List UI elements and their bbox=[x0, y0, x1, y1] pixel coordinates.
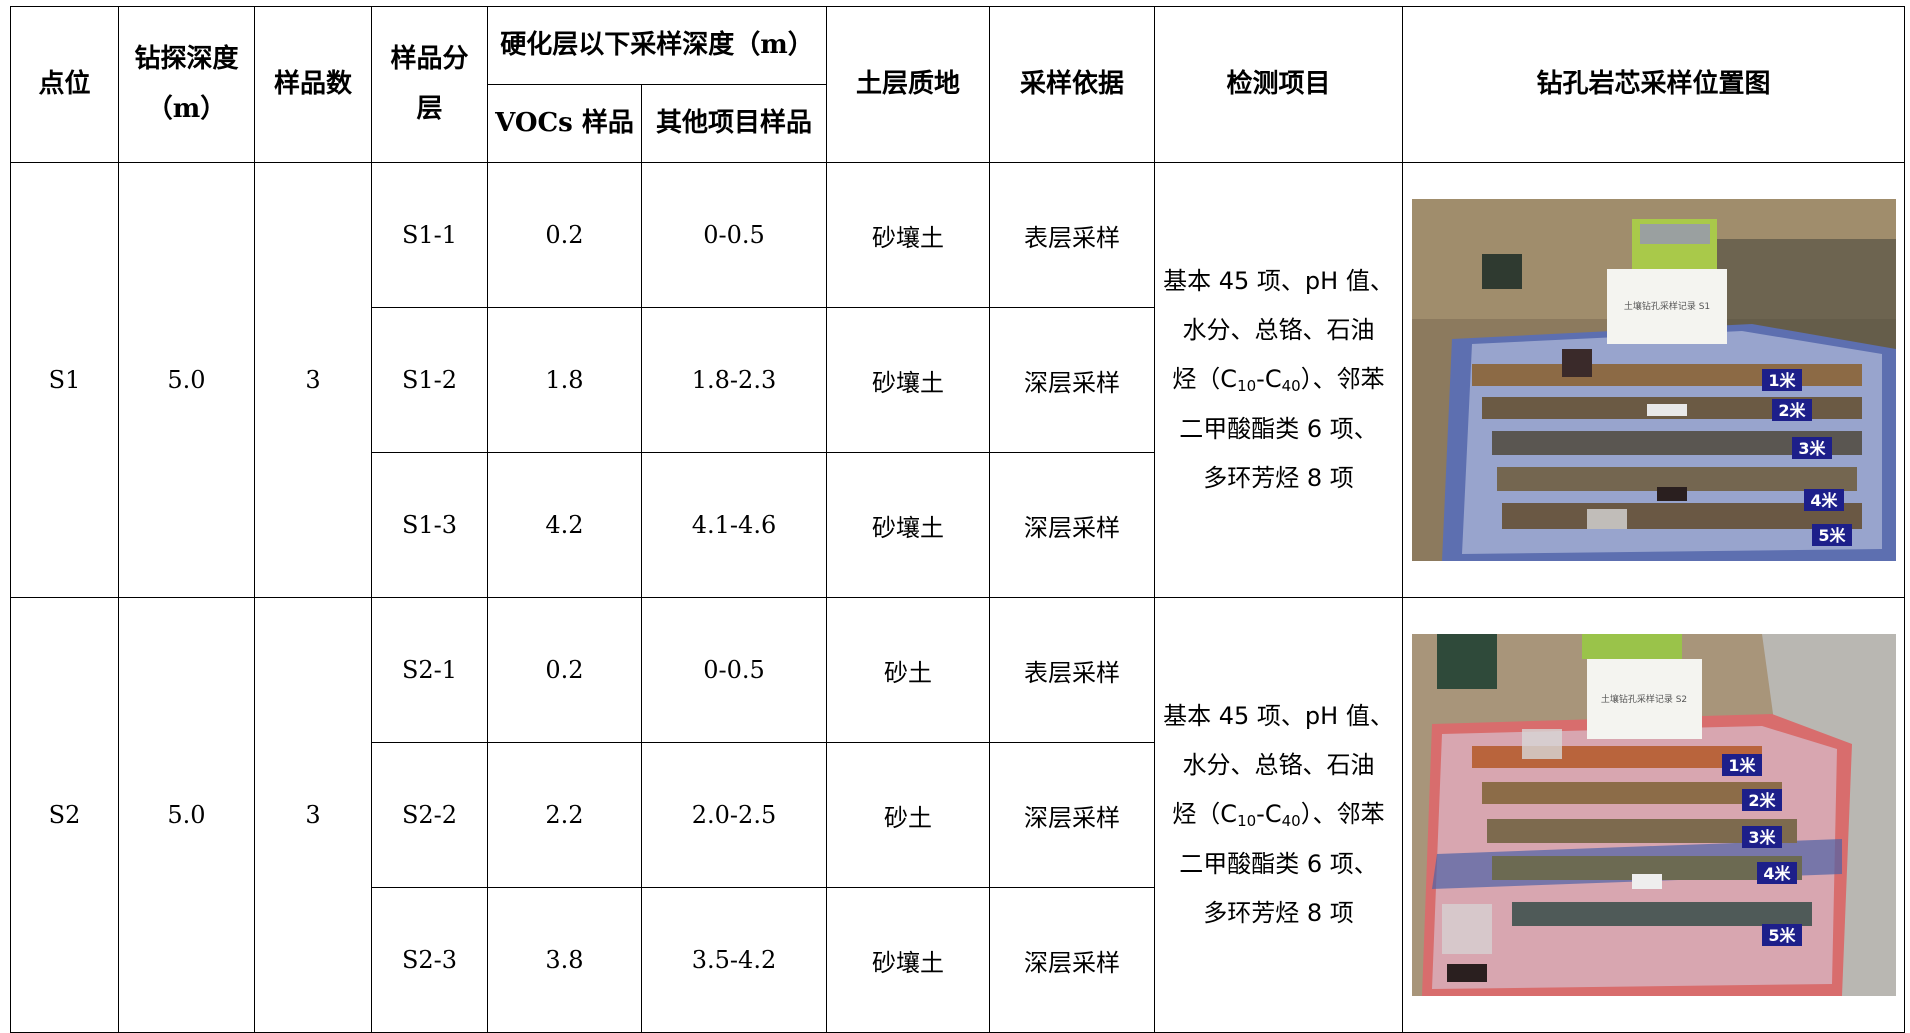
soil-texture-cell: 砂壤土 bbox=[826, 452, 990, 598]
header-core-photo: 钻孔岩芯采样位置图 bbox=[1402, 6, 1905, 163]
sample-count-cell: 3 bbox=[254, 162, 372, 598]
photo-board-text: 土壤钻孔采样记录 S1 bbox=[1623, 300, 1709, 312]
soil-texture-cell: 砂壤土 bbox=[826, 162, 990, 308]
vocs-depth-cell: 0.2 bbox=[487, 162, 642, 308]
header-other-sample: 其他项目样品 bbox=[641, 84, 827, 163]
core-photo-s1: 土壤钻孔采样记录 S1 1米 2米 3米 4米 5米 bbox=[1411, 199, 1896, 561]
photo-board-text: 土壤钻孔采样记录 S2 bbox=[1600, 693, 1686, 705]
sampling-table: 点位 钻探深度 （m） 样品数 样品分层 硬化层以下采样深度（m） 土层质地 采样… bbox=[10, 6, 1905, 1033]
depth-tag-4: 4米 bbox=[1810, 491, 1838, 510]
header-vocs-sample: VOCs 样品 bbox=[487, 84, 642, 163]
point-cell: S2 bbox=[10, 597, 119, 1033]
sample-id-cell: S2-3 bbox=[371, 887, 488, 1033]
other-depth-cell: 1.8-2.3 bbox=[641, 307, 827, 453]
core-photo-image: 土壤钻孔采样记录 S2 1米 2米 3米 4米 5米 bbox=[1411, 634, 1896, 996]
depth-tag-5: 5米 bbox=[1768, 926, 1796, 945]
depth-tag-2: 2米 bbox=[1748, 791, 1776, 810]
other-depth-cell: 0-0.5 bbox=[641, 162, 827, 308]
vocs-depth-cell: 4.2 bbox=[487, 452, 642, 598]
header-test-items: 检测项目 bbox=[1154, 6, 1403, 163]
sample-id-cell: S2-1 bbox=[371, 597, 488, 743]
table-row: S1 5.0 3 S1-1 0.2 0-0.5 砂壤土 表层采样 基本 45 项… bbox=[10, 162, 1905, 598]
sample-id-cell: S1-3 bbox=[371, 452, 488, 598]
soil-texture-cell: 砂土 bbox=[826, 742, 990, 888]
vocs-depth-cell: 0.2 bbox=[487, 597, 642, 743]
table-row: S1-3 4.2 4.1-4.6 砂壤土 深层采样 bbox=[11, 452, 1905, 598]
depth-tag-2: 2米 bbox=[1778, 401, 1806, 420]
sampling-basis-cell: 深层采样 bbox=[989, 452, 1155, 598]
drill-depth-cell: 5.0 bbox=[118, 162, 255, 598]
vocs-depth-cell: 2.2 bbox=[487, 742, 642, 888]
vocs-depth-cell: 1.8 bbox=[487, 307, 642, 453]
header-sampling-basis: 采样依据 bbox=[989, 6, 1155, 163]
depth-tag-1: 1米 bbox=[1728, 756, 1756, 775]
core-photo-image: 土壤钻孔采样记录 S1 1米 2米 3米 4米 5米 bbox=[1411, 199, 1896, 561]
sampling-basis-cell: 表层采样 bbox=[989, 162, 1155, 308]
header-sampling-depth: 硬化层以下采样深度（m） bbox=[487, 6, 827, 85]
sample-id-cell: S1-2 bbox=[371, 307, 488, 453]
sample-count-cell: 3 bbox=[254, 597, 372, 1033]
soil-texture-cell: 砂壤土 bbox=[826, 887, 990, 1033]
other-depth-cell: 3.5-4.2 bbox=[641, 887, 827, 1033]
header-sample-layer: 样品分层 bbox=[371, 6, 488, 163]
test-items-cell: 基本 45 项、pH 值、 水分、总铬、石油 烃（C10-C40）、邻苯 二甲酸… bbox=[1154, 162, 1403, 598]
other-depth-cell: 4.1-4.6 bbox=[641, 452, 827, 598]
core-photo-s2: 土壤钻孔采样记录 S2 1米 2米 3米 4米 5米 bbox=[1411, 634, 1896, 996]
other-depth-cell: 0-0.5 bbox=[641, 597, 827, 743]
sampling-basis-cell: 深层采样 bbox=[989, 742, 1155, 888]
soil-texture-cell: 砂壤土 bbox=[826, 307, 990, 453]
depth-tag-1: 1米 bbox=[1768, 371, 1796, 390]
soil-texture-cell: 砂土 bbox=[826, 597, 990, 743]
header-sample-count: 样品数 bbox=[254, 6, 372, 163]
table-row: S2-3 3.8 3.5-4.2 砂壤土 深层采样 bbox=[11, 887, 1905, 1033]
core-photo-cell: 土壤钻孔采样记录 S2 1米 2米 3米 4米 5米 bbox=[1402, 597, 1905, 1033]
sampling-basis-cell: 深层采样 bbox=[989, 887, 1155, 1033]
sample-id-cell: S2-2 bbox=[371, 742, 488, 888]
other-depth-cell: 2.0-2.5 bbox=[641, 742, 827, 888]
depth-tag-3: 3米 bbox=[1748, 828, 1776, 847]
header-soil-texture: 土层质地 bbox=[826, 6, 990, 163]
sampling-basis-cell: 表层采样 bbox=[989, 597, 1155, 743]
table-row: S2-2 2.2 2.0-2.5 砂土 深层采样 bbox=[11, 742, 1905, 888]
depth-tag-4: 4米 bbox=[1763, 864, 1791, 883]
vocs-depth-cell: 3.8 bbox=[487, 887, 642, 1033]
depth-tag-5: 5米 bbox=[1818, 526, 1846, 545]
header-point: 点位 bbox=[10, 6, 119, 163]
header-drill-depth: 钻探深度 （m） bbox=[118, 6, 255, 163]
test-items-cell: 基本 45 项、pH 值、 水分、总铬、石油 烃（C10-C40）、邻苯 二甲酸… bbox=[1154, 597, 1403, 1033]
table-row: S2 5.0 3 S2-1 0.2 0-0.5 砂土 表层采样 基本 45 项、… bbox=[10, 597, 1905, 1033]
drill-depth-cell: 5.0 bbox=[118, 597, 255, 1033]
sample-id-cell: S1-1 bbox=[371, 162, 488, 308]
core-photo-cell: 土壤钻孔采样记录 S1 1米 2米 3米 4米 5米 bbox=[1402, 162, 1905, 598]
sampling-basis-cell: 深层采样 bbox=[989, 307, 1155, 453]
point-cell: S1 bbox=[10, 162, 119, 598]
depth-tag-3: 3米 bbox=[1798, 439, 1826, 458]
